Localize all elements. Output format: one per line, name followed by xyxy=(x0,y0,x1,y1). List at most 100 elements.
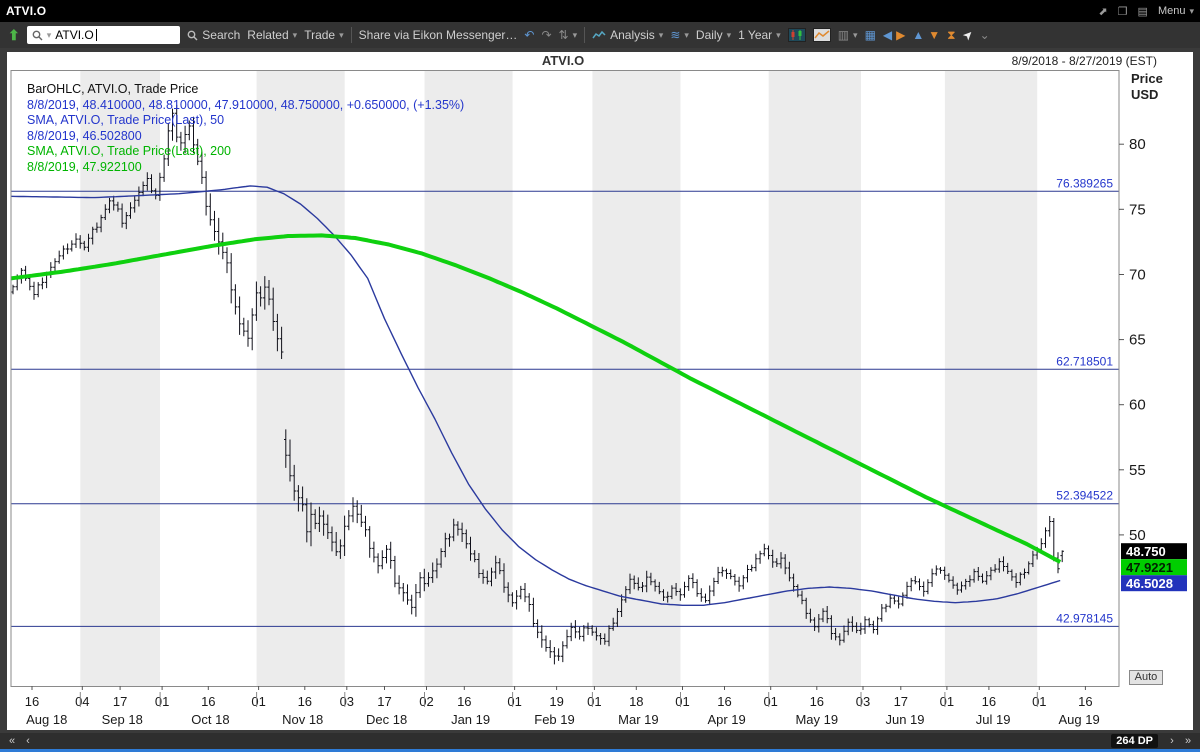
sma50-line xyxy=(10,185,1061,606)
redo-button[interactable]: ↷ xyxy=(541,28,552,42)
x-axis-day-label: 01 xyxy=(675,694,689,709)
x-axis-month-label: Mar 19 xyxy=(618,712,658,727)
x-axis-day-label: 16 xyxy=(810,694,824,709)
pointer-cursor-icon[interactable]: ➤ xyxy=(959,26,977,44)
x-axis-month-label: Oct 18 xyxy=(191,712,229,727)
month-band xyxy=(944,70,1038,686)
chart-title: ATVI.O xyxy=(541,53,585,68)
scroll-right-button[interactable]: › xyxy=(1170,735,1174,747)
chart-canvas[interactable]: 76.389265 62.718501 52.394522 42.978145 80 75… xyxy=(7,70,1193,730)
area-icon xyxy=(814,30,830,39)
y-axis-label: 50 xyxy=(1129,527,1146,544)
chart-date-range: 8/9/2018 - 8/27/2019 (EST) xyxy=(1011,54,1157,68)
bar-style-dropdown[interactable]: ▥ ▾ xyxy=(837,28,858,42)
wave-overlay-dropdown[interactable]: ≋ ▾ xyxy=(670,28,689,42)
x-axis-day-label: 17 xyxy=(113,694,127,709)
menu-button[interactable]: Menu ▾ xyxy=(1158,5,1194,17)
menu-label: Menu xyxy=(1157,5,1186,17)
search-button[interactable]: Search xyxy=(187,28,240,42)
pan-left-icon[interactable]: ◀ xyxy=(882,28,893,42)
x-axis-month-label: Dec 18 xyxy=(366,712,407,727)
expand-down-icon[interactable]: ▼ xyxy=(928,28,941,42)
restore-icon[interactable]: ❐ xyxy=(1117,5,1128,18)
x-axis-day-label: 02 xyxy=(419,694,433,709)
x-axis-day-label: 03 xyxy=(340,694,354,709)
plot-border xyxy=(10,70,1120,687)
x-axis-month-label: Jul 19 xyxy=(976,712,1011,727)
toolbar-overflow-chevron[interactable]: ⌄ xyxy=(979,28,990,42)
area-chart-style-button[interactable] xyxy=(812,28,831,42)
separator xyxy=(584,27,586,43)
x-axis-month-label: Aug 19 xyxy=(1058,712,1099,727)
datapoints-badge: 264 DP xyxy=(1111,734,1158,748)
ohlc-bars xyxy=(11,104,1064,665)
x-axis-month-label: Jun 19 xyxy=(885,712,924,727)
y-axis-label: 70 xyxy=(1129,267,1146,284)
share-messenger-button[interactable]: Share via Eikon Messenger… xyxy=(358,28,518,42)
month-band xyxy=(424,70,513,686)
month-band xyxy=(592,70,681,686)
price-flag xyxy=(1121,559,1187,576)
x-axis-day-label: 16 xyxy=(457,694,471,709)
x-axis-day-label: 01 xyxy=(251,694,265,709)
submit-arrow-icon[interactable]: ⬆ xyxy=(8,26,20,43)
pan-right-icon[interactable]: ▶ xyxy=(896,28,906,42)
titlebar-controls: ⬈ ❐ ▤ Menu ▾ xyxy=(1098,5,1194,18)
symbol-input[interactable]: ATVI.O xyxy=(55,28,175,42)
x-axis-month-label: Aug 18 xyxy=(26,712,67,727)
y-axis-label: 55 xyxy=(1129,462,1146,479)
month-band xyxy=(80,70,160,686)
popout-icon[interactable]: ⬈ xyxy=(1098,5,1108,18)
price-flag-label: 47.9221 xyxy=(1126,560,1173,575)
chevron-down-icon: ▾ xyxy=(292,29,298,40)
chevron-down-icon: ▾ xyxy=(684,29,689,40)
layout-flow-icon[interactable]: ⇅ ▾ xyxy=(558,28,578,42)
chevron-down-icon: ▾ xyxy=(339,29,344,40)
x-axis-month-label: Apr 19 xyxy=(707,712,745,727)
x-axis-month-label: Sep 18 xyxy=(102,712,143,727)
zoom-vertical-icons[interactable]: ▲ ▼ xyxy=(912,28,940,42)
undo-button[interactable]: ↶ xyxy=(524,28,535,42)
y-axis-label: 60 xyxy=(1129,397,1146,414)
x-axis-month-label: May 19 xyxy=(795,712,838,727)
scroll-far-left-button[interactable]: « xyxy=(8,735,16,747)
x-axis-day-label: 01 xyxy=(507,694,521,709)
separator xyxy=(350,27,352,43)
grid-layout-icon[interactable]: ▦ xyxy=(864,28,876,42)
hourglass-icon[interactable]: ⧗ xyxy=(947,27,956,42)
horizontal-level-label: 52.394522 xyxy=(1056,489,1113,503)
x-axis-day-label: 16 xyxy=(982,694,996,709)
apps-grid-icon[interactable]: ▤ xyxy=(1137,5,1148,18)
horizontal-level-label: 42.978145 xyxy=(1056,611,1113,625)
x-axis-day-label: 17 xyxy=(377,694,391,709)
expand-up-icon[interactable]: ▲ xyxy=(912,28,925,42)
symbol-search-box[interactable]: ▾ ATVI.O xyxy=(26,26,181,44)
x-axis-day-label: 01 xyxy=(587,694,601,709)
text-cursor xyxy=(95,29,97,41)
auto-scale-button[interactable]: Auto xyxy=(1129,670,1163,685)
x-axis-day-label: 04 xyxy=(75,694,89,709)
x-axis-month-label: Jan 19 xyxy=(451,712,490,727)
related-dropdown[interactable]: Related ▾ xyxy=(247,28,298,42)
bottom-scrollbar: « ‹ 264 DP › » xyxy=(0,733,1200,749)
month-band xyxy=(768,70,861,686)
titlebar: ATVI.O ⬈ ❐ ▤ Menu ▾ xyxy=(0,0,1200,22)
interval-dropdown[interactable]: Daily ▾ xyxy=(695,28,732,42)
range-dropdown[interactable]: 1 Year ▾ xyxy=(738,28,781,42)
x-axis-day-label: 16 xyxy=(298,694,312,709)
x-axis-day-label: 16 xyxy=(25,694,39,709)
x-axis-day-label: 17 xyxy=(894,694,908,709)
price-axis-currency-label: USD xyxy=(1131,87,1159,102)
price-flag-label: 48.750 xyxy=(1126,544,1166,559)
search-icon xyxy=(32,30,43,40)
x-axis-day-label: 16 xyxy=(1078,694,1092,709)
candle-chart-style-button[interactable] xyxy=(787,28,806,42)
price-flag-label: 46.5028 xyxy=(1126,576,1173,591)
trade-dropdown[interactable]: Trade ▾ xyxy=(304,28,344,42)
scroll-far-right-button[interactable]: » xyxy=(1184,735,1192,747)
analysis-dropdown[interactable]: Analysis ▾ xyxy=(592,28,663,42)
chevron-down-icon: ▾ xyxy=(46,29,52,40)
scroll-left-button[interactable]: ‹ xyxy=(26,735,30,747)
pan-left-right-icons[interactable]: ◀ ▶ xyxy=(883,28,905,42)
